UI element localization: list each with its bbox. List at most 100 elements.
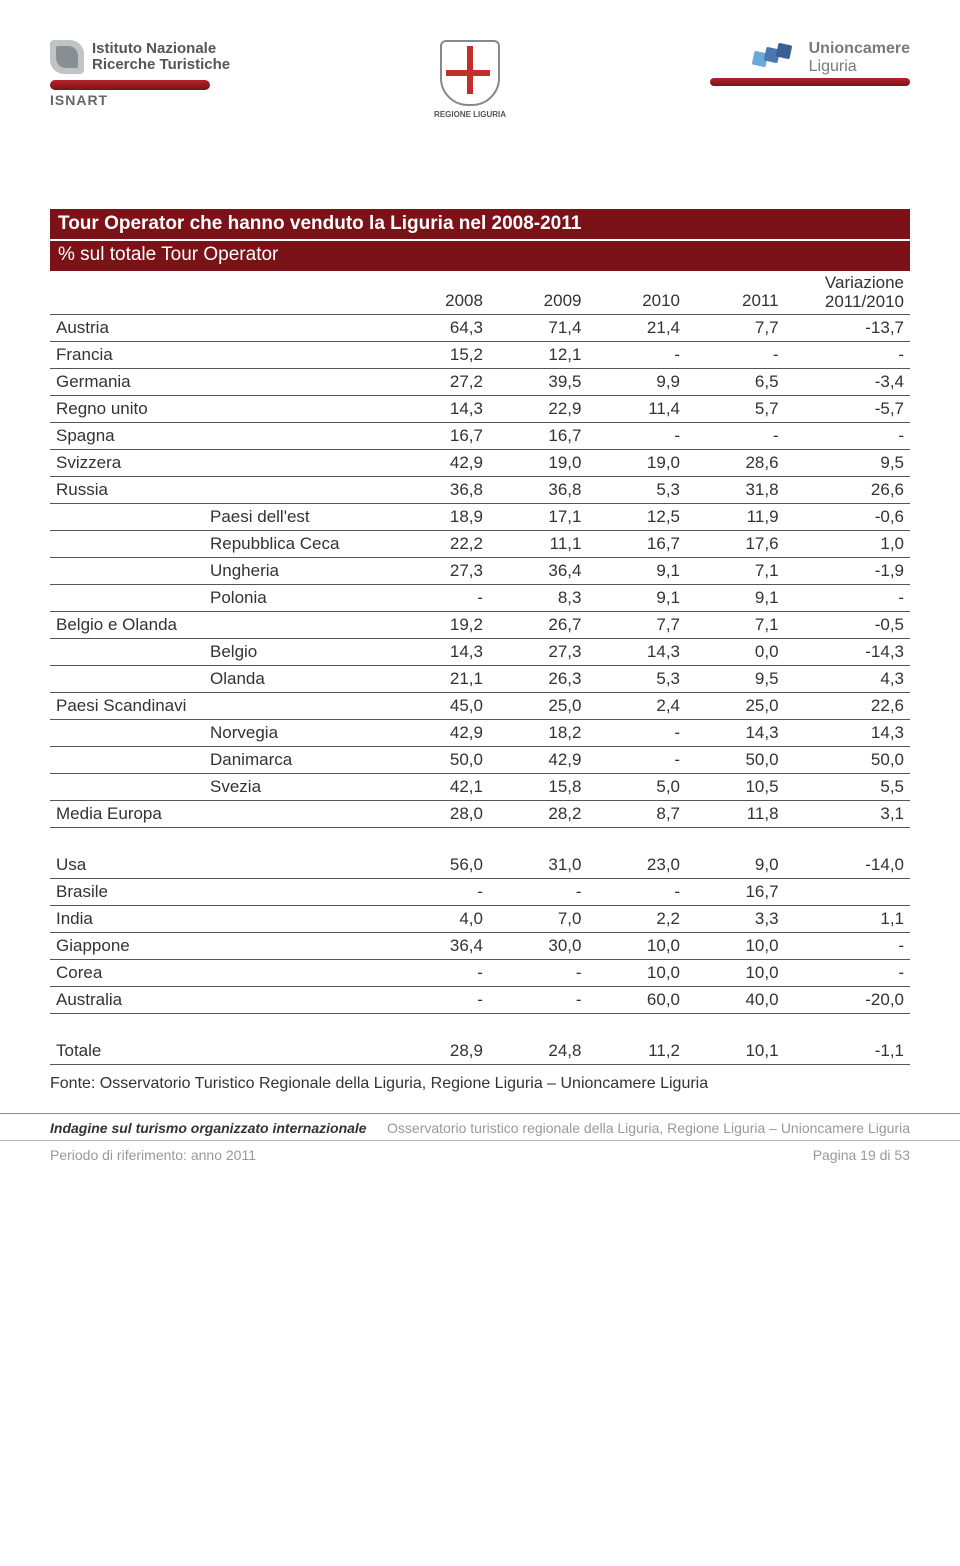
isnart-line2: Ricerche Turistiche <box>92 57 230 73</box>
row-value: 25,0 <box>489 693 588 720</box>
row-value: 11,4 <box>587 396 686 423</box>
row-value: 6,5 <box>686 369 785 396</box>
row-value: 10,5 <box>686 774 785 801</box>
row-value: 18,9 <box>390 504 489 531</box>
footer-page: Pagina 19 di 53 <box>813 1147 910 1163</box>
row-value: 16,7 <box>390 423 489 450</box>
row-value: - <box>489 879 588 906</box>
table-row: Paesi dell'est18,917,112,511,9-0,6 <box>50 504 910 531</box>
row-value: - <box>785 960 910 987</box>
row-value: 17,6 <box>686 531 785 558</box>
row-label: Germania <box>50 369 390 396</box>
row-value: 15,8 <box>489 774 588 801</box>
row-value: 5,3 <box>587 477 686 504</box>
row-value: 18,2 <box>489 720 588 747</box>
row-value: 7,1 <box>686 612 785 639</box>
row-value: - <box>785 423 910 450</box>
row-value: 11,1 <box>489 531 588 558</box>
row-label: Brasile <box>50 879 390 906</box>
row-value: 45,0 <box>390 693 489 720</box>
col-2010: 2010 <box>587 271 686 315</box>
row-value: 19,0 <box>587 450 686 477</box>
row-value: 30,0 <box>489 933 588 960</box>
row-value: 28,0 <box>390 801 489 828</box>
unioncamere-icon <box>753 44 801 72</box>
row-value: 2,4 <box>587 693 686 720</box>
row-value: - <box>587 423 686 450</box>
table-row: Corea--10,010,0- <box>50 960 910 987</box>
row-label: Spagna <box>50 423 390 450</box>
row-value: 31,8 <box>686 477 785 504</box>
row-value: - <box>390 960 489 987</box>
row-value: -1,1 <box>785 1038 910 1065</box>
row-value: - <box>489 987 588 1014</box>
table-row: Svezia42,115,85,010,55,5 <box>50 774 910 801</box>
isnart-label: ISNART <box>50 92 108 108</box>
table-row: Usa56,031,023,09,0-14,0 <box>50 852 910 879</box>
footer-bar: Indagine sul turismo organizzato interna… <box>0 1113 960 1140</box>
row-label: Repubblica Ceca <box>50 531 390 558</box>
row-value: -5,7 <box>785 396 910 423</box>
row-value: 28,2 <box>489 801 588 828</box>
row-value: 9,1 <box>587 558 686 585</box>
row-value: 28,9 <box>390 1038 489 1065</box>
row-value: 3,1 <box>785 801 910 828</box>
row-value: 14,3 <box>686 720 785 747</box>
logo-regione: REGIONE LIGURIA <box>434 40 506 119</box>
row-value: 19,0 <box>489 450 588 477</box>
row-label: Danimarca <box>50 747 390 774</box>
var-line1: Variazione <box>825 273 904 292</box>
row-value: 8,3 <box>489 585 588 612</box>
row-value: 3,3 <box>686 906 785 933</box>
row-value: 14,3 <box>785 720 910 747</box>
row-value: 1,0 <box>785 531 910 558</box>
footer-left: Indagine sul turismo organizzato interna… <box>50 1120 367 1136</box>
row-value: 22,2 <box>390 531 489 558</box>
regione-shield-icon <box>440 40 500 106</box>
row-value: 16,7 <box>587 531 686 558</box>
row-value: 5,0 <box>587 774 686 801</box>
header-logos: Istituto Nazionale Ricerche Turistiche I… <box>50 40 910 119</box>
row-value: 22,6 <box>785 693 910 720</box>
row-label: Belgio e Olanda <box>50 612 390 639</box>
row-value: 24,8 <box>489 1038 588 1065</box>
footer-right: Osservatorio turistico regionale della L… <box>387 1120 910 1136</box>
table-row: India4,07,02,23,31,1 <box>50 906 910 933</box>
row-value: 16,7 <box>489 423 588 450</box>
row-value: 50,0 <box>686 747 785 774</box>
row-value: 28,6 <box>686 450 785 477</box>
table-row: Francia15,212,1--- <box>50 342 910 369</box>
row-value: 36,8 <box>390 477 489 504</box>
table-row: Giappone36,430,010,010,0- <box>50 933 910 960</box>
table-row: Russia36,836,85,331,826,6 <box>50 477 910 504</box>
footer-bar-2: Periodo di riferimento: anno 2011 Pagina… <box>0 1140 960 1193</box>
row-value: 2,2 <box>587 906 686 933</box>
row-value: - <box>785 933 910 960</box>
row-value: 21,1 <box>390 666 489 693</box>
row-label: Usa <box>50 852 390 879</box>
row-value: -14,0 <box>785 852 910 879</box>
row-label: Paesi dell'est <box>50 504 390 531</box>
row-value: 4,0 <box>390 906 489 933</box>
row-label: Giappone <box>50 933 390 960</box>
table-row: Brasile---16,7 <box>50 879 910 906</box>
row-value: 36,4 <box>489 558 588 585</box>
row-label: Austria <box>50 315 390 342</box>
row-value: 5,3 <box>587 666 686 693</box>
row-value: 42,9 <box>390 450 489 477</box>
row-value: 15,2 <box>390 342 489 369</box>
row-value: 36,4 <box>390 933 489 960</box>
row-value: 10,0 <box>587 960 686 987</box>
row-label: Olanda <box>50 666 390 693</box>
table-row: Australia--60,040,0-20,0 <box>50 987 910 1014</box>
row-value: - <box>587 747 686 774</box>
row-value: -1,9 <box>785 558 910 585</box>
unioncamere-text: Unioncamere Liguria <box>809 40 910 76</box>
table-row: Belgio14,327,314,30,0-14,3 <box>50 639 910 666</box>
row-value: - <box>686 423 785 450</box>
row-value: - <box>390 879 489 906</box>
row-value: 14,3 <box>390 396 489 423</box>
row-value: - <box>686 342 785 369</box>
table-row: Svizzera42,919,019,028,69,5 <box>50 450 910 477</box>
row-value: 60,0 <box>587 987 686 1014</box>
